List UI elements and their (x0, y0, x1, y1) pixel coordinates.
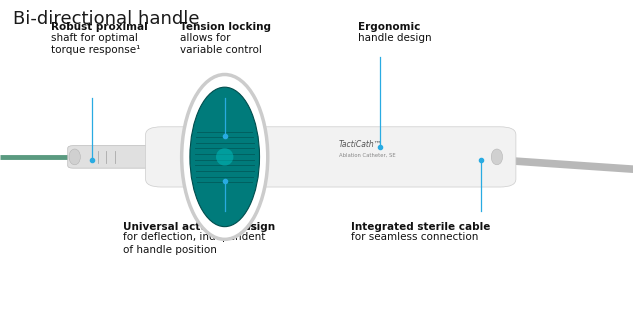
Text: shaft for optimal
torque response¹: shaft for optimal torque response¹ (51, 33, 140, 55)
Text: for deflection, independent
of handle position: for deflection, independent of handle po… (123, 232, 266, 255)
Text: allows: allows (221, 222, 257, 232)
Text: Ablation Catheter, SE: Ablation Catheter, SE (339, 153, 395, 158)
Text: Robust proximal: Robust proximal (51, 22, 147, 32)
Ellipse shape (491, 149, 503, 165)
Text: Tension locking: Tension locking (180, 22, 272, 32)
Text: allows for
variable control: allows for variable control (180, 33, 262, 55)
Text: handle design: handle design (358, 33, 431, 42)
FancyBboxPatch shape (146, 127, 516, 187)
FancyBboxPatch shape (68, 146, 173, 168)
Text: Universal actuator design: Universal actuator design (123, 222, 275, 232)
Text: for seamless connection: for seamless connection (351, 232, 479, 242)
Text: Ergonomic: Ergonomic (358, 22, 420, 32)
Ellipse shape (190, 87, 260, 227)
Ellipse shape (182, 74, 268, 239)
Text: Integrated sterile cable: Integrated sterile cable (351, 222, 491, 232)
Ellipse shape (211, 186, 239, 207)
Ellipse shape (216, 148, 234, 165)
Text: Bi-directional handle: Bi-directional handle (13, 10, 199, 28)
Ellipse shape (69, 149, 80, 165)
Text: TactiCath™: TactiCath™ (339, 140, 382, 149)
